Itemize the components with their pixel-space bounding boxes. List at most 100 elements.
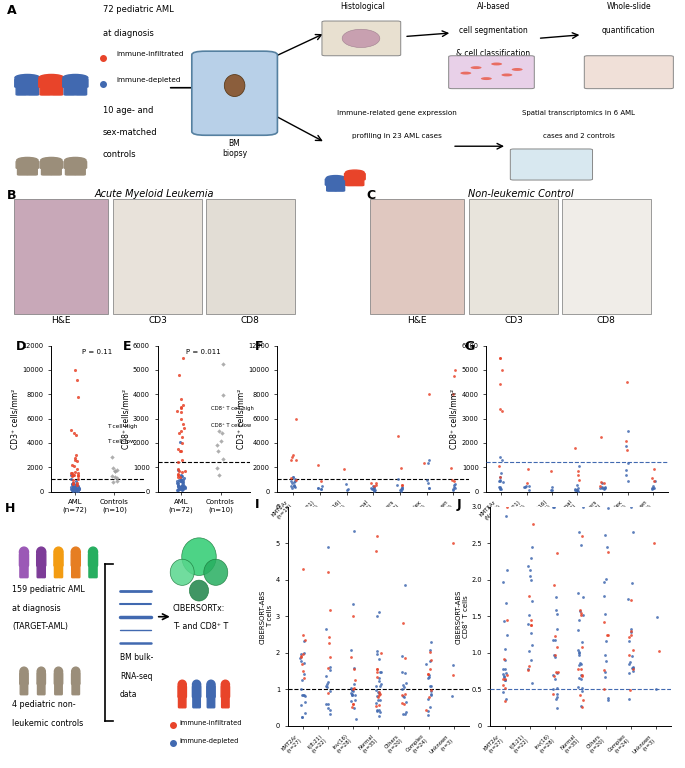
Point — [368, 479, 379, 492]
Point — [177, 437, 188, 449]
Point — [494, 475, 505, 487]
Point — [570, 442, 581, 455]
Point — [290, 474, 301, 486]
FancyBboxPatch shape — [24, 682, 27, 695]
Point — [574, 672, 585, 684]
Point — [525, 654, 536, 667]
Point — [365, 482, 376, 495]
Point — [290, 475, 301, 487]
Text: Non-leukemic Control: Non-leukemic Control — [468, 189, 573, 199]
FancyBboxPatch shape — [346, 178, 356, 186]
Point — [525, 564, 536, 576]
Point — [325, 684, 336, 697]
Point — [501, 667, 512, 679]
Point — [109, 465, 120, 477]
FancyBboxPatch shape — [27, 86, 38, 95]
Point — [449, 475, 460, 488]
Point — [371, 705, 382, 717]
Point — [447, 538, 458, 550]
Point — [551, 666, 562, 678]
Point — [73, 485, 84, 497]
Point — [374, 680, 385, 693]
FancyBboxPatch shape — [51, 167, 61, 175]
Point — [71, 478, 82, 491]
Point — [499, 673, 510, 685]
Point — [571, 484, 582, 496]
Y-axis label: CIBERSORT-ABS
T cells: CIBERSORT-ABS T cells — [260, 589, 273, 644]
Point — [375, 678, 386, 690]
Point — [212, 445, 223, 457]
Point — [373, 672, 384, 684]
Point — [549, 579, 560, 591]
Circle shape — [182, 538, 216, 575]
Point — [374, 710, 385, 723]
Point — [217, 358, 228, 370]
Point — [298, 629, 309, 641]
Point — [287, 449, 298, 462]
FancyBboxPatch shape — [71, 554, 80, 567]
Point — [66, 424, 77, 436]
Point — [111, 475, 122, 487]
FancyBboxPatch shape — [192, 51, 277, 135]
Point — [421, 703, 432, 716]
FancyBboxPatch shape — [197, 695, 200, 708]
Point — [297, 711, 308, 723]
Point — [425, 644, 436, 656]
Point — [575, 689, 586, 701]
Point — [500, 694, 511, 706]
Point — [397, 684, 408, 696]
FancyBboxPatch shape — [93, 564, 97, 578]
Point — [287, 477, 298, 489]
Point — [569, 483, 580, 495]
Point — [647, 480, 658, 492]
Point — [71, 478, 82, 490]
FancyBboxPatch shape — [15, 78, 40, 88]
Point — [323, 637, 334, 649]
Point — [547, 669, 558, 681]
Point — [322, 698, 333, 710]
Point — [67, 481, 78, 493]
Text: profiling in 23 AML cases: profiling in 23 AML cases — [352, 134, 443, 140]
Point — [397, 481, 408, 493]
FancyBboxPatch shape — [354, 178, 364, 186]
Point — [392, 478, 403, 491]
FancyBboxPatch shape — [39, 78, 64, 88]
Point — [497, 406, 508, 418]
FancyBboxPatch shape — [63, 78, 88, 88]
Point — [299, 690, 310, 702]
Point — [73, 480, 84, 492]
Point — [347, 610, 358, 622]
Point — [623, 631, 634, 644]
Text: stains: stains — [351, 25, 375, 35]
Point — [574, 659, 585, 671]
Text: 10 age- and: 10 age- and — [103, 106, 153, 115]
Point — [572, 465, 583, 477]
Point — [345, 650, 356, 663]
Point — [525, 614, 536, 626]
Point — [347, 684, 358, 697]
Point — [423, 672, 434, 684]
Point — [500, 682, 511, 694]
Point — [525, 627, 536, 639]
Point — [322, 680, 333, 693]
Point — [68, 483, 79, 495]
Y-axis label: CD8⁺ cells/mm²: CD8⁺ cells/mm² — [450, 389, 459, 449]
Point — [548, 649, 559, 661]
Point — [551, 547, 562, 559]
Text: CD3: CD3 — [148, 316, 167, 325]
Point — [173, 483, 184, 495]
Point — [350, 713, 361, 726]
Point — [649, 538, 660, 550]
Point — [552, 666, 563, 678]
Point — [107, 476, 118, 488]
Text: AI-based: AI-based — [477, 2, 510, 11]
Point — [68, 482, 79, 494]
Point — [106, 469, 117, 482]
Point — [174, 481, 185, 493]
Point — [175, 481, 186, 493]
Text: Acute Myeloid Leukemia: Acute Myeloid Leukemia — [95, 189, 214, 199]
Point — [628, 664, 639, 677]
Point — [522, 477, 533, 489]
Point — [175, 393, 186, 406]
Point — [571, 479, 582, 492]
